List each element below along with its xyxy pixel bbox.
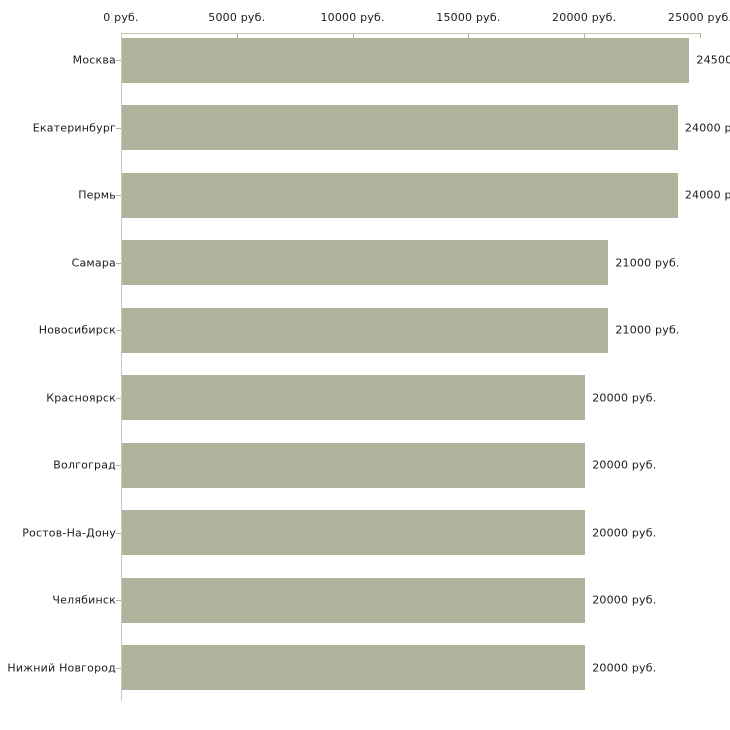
category-tick-mark <box>116 533 121 534</box>
x-axis-line <box>121 33 701 34</box>
bar <box>122 577 586 623</box>
bar <box>122 510 586 556</box>
category-tick-mark <box>116 398 121 399</box>
bar <box>122 240 609 286</box>
category-label: Волгоград <box>53 458 116 472</box>
category-label: Самара <box>71 256 116 270</box>
value-label: 20000 руб. <box>592 661 657 675</box>
category-tick-mark <box>116 60 121 61</box>
value-label: 21000 руб. <box>615 323 680 337</box>
value-label: 20000 руб. <box>592 526 657 540</box>
category-label: Нижний Новгород <box>7 661 116 675</box>
value-label: 20000 руб. <box>592 593 657 607</box>
value-label: 24500 руб. <box>696 53 730 67</box>
category-tick-mark <box>116 195 121 196</box>
category-label: Пермь <box>78 188 116 202</box>
category-label: Красноярск <box>46 391 116 405</box>
x-tick-mark <box>700 33 701 38</box>
x-tick-mark <box>468 33 470 38</box>
bar <box>122 442 586 488</box>
x-tick-label: 25000 руб. <box>667 11 730 24</box>
x-tick-label: 15000 руб. <box>436 11 501 24</box>
bar <box>122 37 690 83</box>
value-label: 24000 руб. <box>684 121 730 135</box>
x-tick-label: 0 руб. <box>103 11 139 24</box>
bar <box>122 645 586 691</box>
bar <box>122 172 678 218</box>
category-label: Екатеринбург <box>32 121 116 135</box>
category-tick-mark <box>116 668 121 669</box>
x-tick-label: 5000 руб. <box>208 11 266 24</box>
category-tick-mark <box>116 128 121 129</box>
x-tick-mark <box>236 33 238 38</box>
x-tick-mark <box>584 33 586 38</box>
category-tick-mark <box>116 263 121 264</box>
x-tick-mark <box>352 33 354 38</box>
value-label: 20000 руб. <box>592 458 657 472</box>
x-tick-label: 10000 руб. <box>320 11 385 24</box>
value-label: 24000 руб. <box>684 188 730 202</box>
bar <box>122 307 609 353</box>
category-label: Новосибирск <box>38 323 116 337</box>
bar <box>122 375 586 421</box>
category-tick-mark <box>116 465 121 466</box>
x-tick-label: 20000 руб. <box>552 11 617 24</box>
bar <box>122 105 678 151</box>
category-tick-mark <box>116 600 121 601</box>
category-tick-mark <box>116 330 121 331</box>
y-axis-line <box>121 33 122 701</box>
category-label: Ростов-На-Дону <box>22 526 116 540</box>
value-label: 21000 руб. <box>615 256 680 270</box>
category-label: Москва <box>72 53 116 67</box>
value-label: 20000 руб. <box>592 391 657 405</box>
category-label: Челябинск <box>52 593 116 607</box>
